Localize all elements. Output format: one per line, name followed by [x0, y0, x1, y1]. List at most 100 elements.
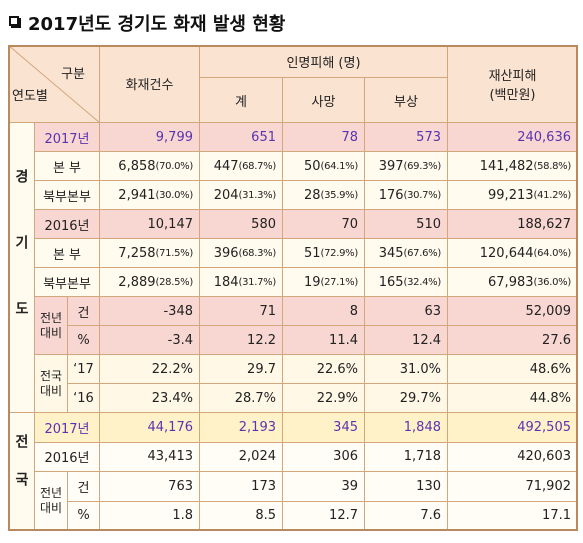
value-cell: 306 [283, 442, 365, 472]
value: 28 [303, 187, 321, 203]
value: 29.7% [399, 390, 441, 406]
value-cell: 50 (64.1%) [283, 152, 365, 181]
value: 165 [378, 274, 404, 290]
row-label: 건 [68, 297, 100, 326]
row-label: 북부본부 [35, 268, 100, 297]
header-total: 계 [235, 94, 247, 110]
region-label: 경기도 [13, 168, 29, 367]
header-injuries: 부상 [365, 78, 448, 123]
value: 1,848 [403, 419, 441, 435]
row-label: 2016년 [44, 218, 90, 234]
value: 420,603 [517, 449, 571, 465]
value-cell: 44.8% [448, 384, 578, 413]
region-label: 전국 [13, 433, 29, 510]
share: (30.0%) [155, 189, 194, 201]
row-label: 2016년 [35, 210, 100, 239]
value: 10,147 [147, 216, 194, 232]
header-corner: 구분 연도별 [8, 45, 100, 123]
value-cell: 2,024 [200, 442, 283, 472]
value-cell: 67,983 (36.0%) [448, 268, 578, 297]
value: 8 [349, 303, 358, 319]
header-fires: 화재건수 [125, 78, 174, 93]
value-cell: 10,147 [100, 210, 200, 239]
value: 44,176 [147, 419, 194, 435]
value-cell: 9,799 [100, 123, 200, 152]
value-cell: 22.6% [283, 355, 365, 384]
value-cell: 51 (72.9%) [283, 239, 365, 268]
value-cell: 510 [365, 210, 448, 239]
value-cell: 12.2 [200, 326, 283, 355]
value: 29.7 [247, 361, 276, 377]
value-cell: 31.0% [365, 355, 448, 384]
share: (28.5%) [155, 276, 194, 288]
value: 120,644 [479, 245, 534, 261]
share: (58.8%) [533, 160, 572, 172]
value: 763 [168, 478, 193, 494]
value: 12.2 [247, 332, 276, 348]
share: (72.9%) [320, 247, 359, 259]
group-label: 전년대비 [35, 297, 68, 355]
value: 345 [333, 419, 358, 435]
value-cell: 204 (31.3%) [200, 181, 283, 210]
value: 173 [251, 478, 276, 494]
share: (41.2%) [533, 189, 572, 201]
row-label: 건 [77, 480, 90, 496]
row-label: 2017년 [35, 123, 100, 152]
value: 2,941 [118, 187, 156, 203]
value-cell: 43,413 [100, 442, 200, 472]
row-label: 본 부 [52, 160, 82, 176]
value: 651 [251, 129, 276, 145]
share: (71.5%) [155, 247, 194, 259]
row-label: 2016년 [44, 451, 90, 467]
value: 510 [416, 216, 441, 232]
value-cell: -3.4 [100, 326, 200, 355]
value-cell: 22.9% [283, 384, 365, 413]
value: 573 [416, 129, 441, 145]
value-cell: 8.5 [200, 501, 283, 531]
value-cell: 396 (68.3%) [200, 239, 283, 268]
share: (69.3%) [403, 160, 442, 172]
value-cell: 70 [283, 210, 365, 239]
row-label: 북부본부 [43, 276, 91, 292]
header-casualties: 인명피해 (명) [200, 45, 448, 78]
value-cell: 420,603 [448, 442, 578, 472]
value: 345 [378, 245, 404, 261]
row-label: % [77, 508, 90, 524]
value-cell: 573 [365, 123, 448, 152]
value: 71,902 [525, 478, 572, 494]
value-cell: 651 [200, 123, 283, 152]
value-cell: 6,858 (70.0%) [100, 152, 200, 181]
row-label: 북부본부 [43, 189, 91, 205]
value-cell: 141,482 (58.8%) [448, 152, 578, 181]
header-total: 계 [200, 78, 283, 123]
value: 71 [259, 303, 276, 319]
value: 306 [333, 449, 358, 465]
header-year: 연도별 [12, 89, 48, 104]
share: (27.1%) [320, 276, 359, 288]
value-cell: 22.2% [100, 355, 200, 384]
value: 63 [424, 303, 441, 319]
value: 447 [213, 158, 239, 174]
value-cell: 188,627 [448, 210, 578, 239]
value-cell: 7.6 [365, 501, 448, 531]
value-cell: 763 [100, 472, 200, 502]
value-cell: 99,213 (41.2%) [448, 181, 578, 210]
header-fires: 화재건수 [100, 45, 200, 123]
value-cell: 19 (27.1%) [283, 268, 365, 297]
share: (64.0%) [533, 247, 572, 259]
value-cell: 23.4% [100, 384, 200, 413]
value: 397 [378, 158, 404, 174]
value-cell: 345 (67.6%) [365, 239, 448, 268]
value-cell: 63 [365, 297, 448, 326]
value: 2,024 [238, 449, 276, 465]
value-cell: 12.7 [283, 501, 365, 531]
region-label: 전국 [8, 413, 35, 531]
value-cell: 71 [200, 297, 283, 326]
value: 12.7 [329, 508, 358, 524]
row-label: 2017년 [44, 131, 90, 147]
value-cell: 2,193 [200, 413, 283, 443]
value: 99,213 [488, 187, 534, 203]
value-cell: 44,176 [100, 413, 200, 443]
value-cell: 28.7% [200, 384, 283, 413]
